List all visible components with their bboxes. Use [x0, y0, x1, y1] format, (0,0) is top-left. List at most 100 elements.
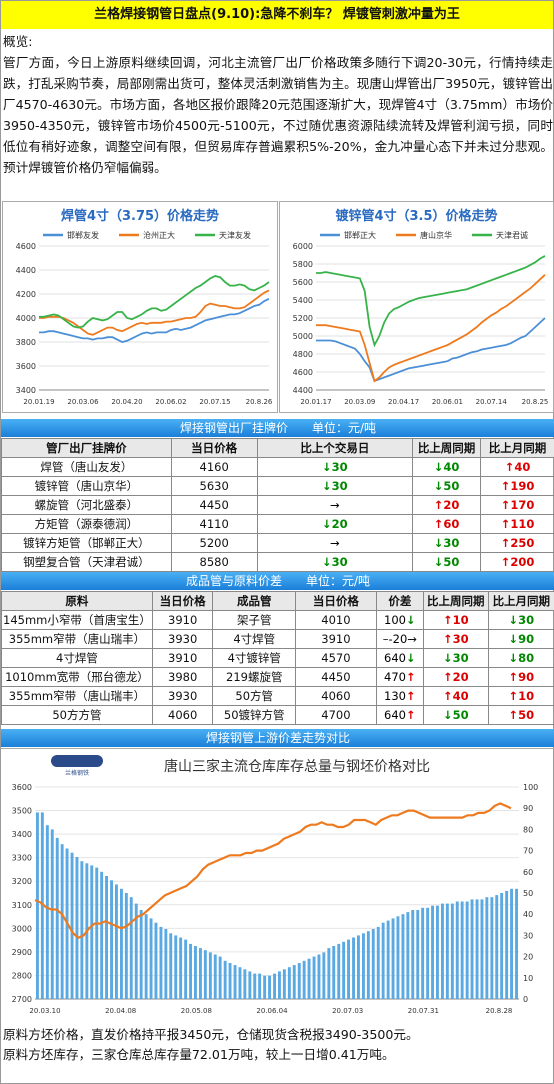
inventory-bar — [307, 958, 311, 999]
factory-month-change: ↑250 — [480, 533, 554, 553]
change-value: 640 — [384, 708, 406, 722]
change-value: 130 — [384, 689, 406, 703]
inventory-section-bar: 焊接钢管上游价差走势对比 — [1, 729, 554, 747]
change-value: 200 — [510, 555, 535, 569]
factory-header-week: 比上周同期 — [412, 438, 482, 458]
raw-material-price: 3980 — [151, 667, 214, 687]
x-tick-label: 20.07.15 — [199, 398, 230, 406]
inventory-bar — [110, 880, 113, 999]
factory-week-change: ↓50 — [412, 552, 482, 572]
raw-header-raw-price: 当日价格 — [151, 591, 214, 611]
inventory-bar — [203, 950, 207, 999]
arrow-down-icon: ↓ — [322, 555, 332, 569]
inventory-bar — [238, 967, 242, 999]
raw-table-row: 355mm窄带（唐山瑞丰） 3930 4寸焊管 3910 –-20→ ↑30 ↓90 — [1, 629, 554, 649]
change-value: 110 — [510, 517, 535, 531]
y-left-tick-label: 2700 — [12, 995, 32, 1004]
change-value: 20 — [331, 517, 348, 531]
inventory-bar — [495, 895, 499, 999]
series-line-1 — [39, 297, 270, 343]
inventory-bar — [223, 960, 227, 999]
factory-price-value: 4450 — [170, 495, 258, 515]
raw-header-pipe-price: 当日价格 — [295, 591, 377, 611]
factory-month-change: ↑40 — [480, 457, 554, 477]
inventory-bar — [312, 956, 316, 999]
x-tick-label: 20.05.08 — [181, 1007, 212, 1015]
inventory-bar — [144, 914, 148, 999]
month-change: ↓90 — [487, 629, 554, 649]
x-tick-label: 20.8.26 — [246, 398, 273, 406]
inventory-bar — [194, 946, 197, 999]
change-value: 50 — [443, 479, 460, 493]
y-left-tick-label: 2900 — [12, 948, 32, 957]
y-tick-label: 4600 — [16, 242, 36, 251]
inventory-bar — [317, 954, 321, 999]
change-value: -20 — [388, 632, 408, 646]
inventory-bar — [45, 825, 49, 999]
inventory-bar — [396, 916, 400, 999]
y-right-tick-label: 10 — [523, 974, 533, 983]
x-tick-label: 20.01.19 — [23, 398, 54, 406]
inventory-bar — [100, 871, 104, 999]
inventory-bar — [376, 926, 380, 999]
factory-price-table: 管厂出厂挂牌价 当日价格 比上个交易日 比上周同期 比上月同期 焊管（唐山友发）… — [1, 438, 554, 572]
y-tick-label: 4000 — [16, 314, 36, 323]
arrow-down-icon: ↓ — [322, 479, 332, 493]
raw-material-price: 3930 — [151, 629, 214, 649]
overview-section: 概览: 管厂方面，今日上游原料继续回调，河北主流管厂出厂价格政策多随行下调20-… — [3, 31, 553, 199]
price-diff: 640↓ — [375, 648, 424, 668]
inventory-bar — [450, 903, 454, 999]
y-right-tick-label: 0 — [523, 995, 528, 1004]
y-tick-label: 6000 — [293, 242, 313, 251]
inventory-bar — [332, 946, 336, 999]
price-diff: –-20→ — [375, 629, 424, 649]
inventory-bar — [124, 893, 128, 999]
factory-product-name: 螺旋管（河北盛泰） — [1, 495, 172, 515]
inventory-bar — [337, 943, 341, 999]
factory-product-name: 方矩管（源泰德润） — [1, 514, 172, 534]
change-value: 40 — [452, 689, 469, 703]
inventory-bar — [278, 971, 281, 999]
factory-table-row: 镀锌方矩管（邯郸正大） 5200 → ↓30 ↑250 — [1, 533, 554, 553]
price-diff: 130↑ — [375, 686, 424, 706]
footer-notes: 原料方坯价格，直发价格持平报3450元，仓储现货含税报3490-3500元。 原… — [3, 1025, 553, 1065]
change-value: 40 — [443, 460, 460, 474]
inventory-bar — [253, 973, 257, 999]
logo-text: 兰格钢铁 — [65, 769, 89, 777]
inventory-bar — [228, 963, 232, 999]
inventory-chart-box: 兰格钢铁 唐山三家主流仓库库存总量与钢坯价格对比 2700 2800 2900 3000 3… — [1, 748, 554, 1022]
price-diff: 100↓ — [375, 610, 424, 630]
finished-pipe-name: 219螺旋管 — [212, 667, 296, 687]
footer-line-2: 原料方坯库存，三家仓库总库存量72.01万吨，较上一日增0.41万吨。 — [3, 1047, 395, 1062]
week-change: ↑10 — [422, 610, 489, 630]
x-tick-label: 20.8.25 — [522, 398, 549, 406]
factory-day-change: ↓20 — [256, 514, 414, 534]
arrow-down-icon: ↓ — [433, 555, 444, 569]
legend-label: 天津友发 — [219, 230, 251, 240]
overview-heading: 概览: — [3, 34, 33, 49]
change-value: 30 — [452, 651, 469, 665]
raw-material-name: 50方方管 — [1, 705, 153, 725]
arrow-up-icon: ↑ — [442, 632, 453, 646]
inventory-bar — [105, 876, 108, 999]
galvanized-pipe-chart-box: 镀锌管4寸（3.5）价格走势 邯郸正大 唐山京华 天津君诚 4400 4600 4800 50… — [279, 201, 554, 413]
arrow-up-icon: ↑ — [442, 613, 453, 627]
raw-table-row: 1010mm宽带（邢台德龙） 3980 219螺旋管 4450 470↑ ↑20 ↑90 — [1, 667, 554, 687]
factory-day-change: ↓30 — [256, 476, 414, 496]
factory-week-change: ↓50 — [412, 476, 482, 496]
factory-table-row: 螺旋管（河北盛泰） 4450 → ↑20 ↑170 — [1, 495, 554, 515]
inventory-bar — [485, 897, 489, 999]
factory-product-name: 焊管（唐山友发） — [1, 457, 172, 477]
factory-month-change: ↑170 — [480, 495, 554, 515]
change-value: 30 — [331, 555, 348, 569]
arrow-up-icon: ↑ — [500, 555, 511, 569]
series-line-3 — [316, 255, 546, 348]
inventory-bar — [460, 901, 464, 999]
y-right-tick-label: 60 — [523, 868, 533, 877]
y-tick-label: 5200 — [293, 314, 313, 323]
finished-pipe-price: 4450 — [295, 667, 377, 687]
inventory-bar — [470, 899, 474, 999]
raw-material-name: 4寸焊管 — [1, 648, 153, 668]
price-diff: 640↑ — [375, 705, 424, 725]
